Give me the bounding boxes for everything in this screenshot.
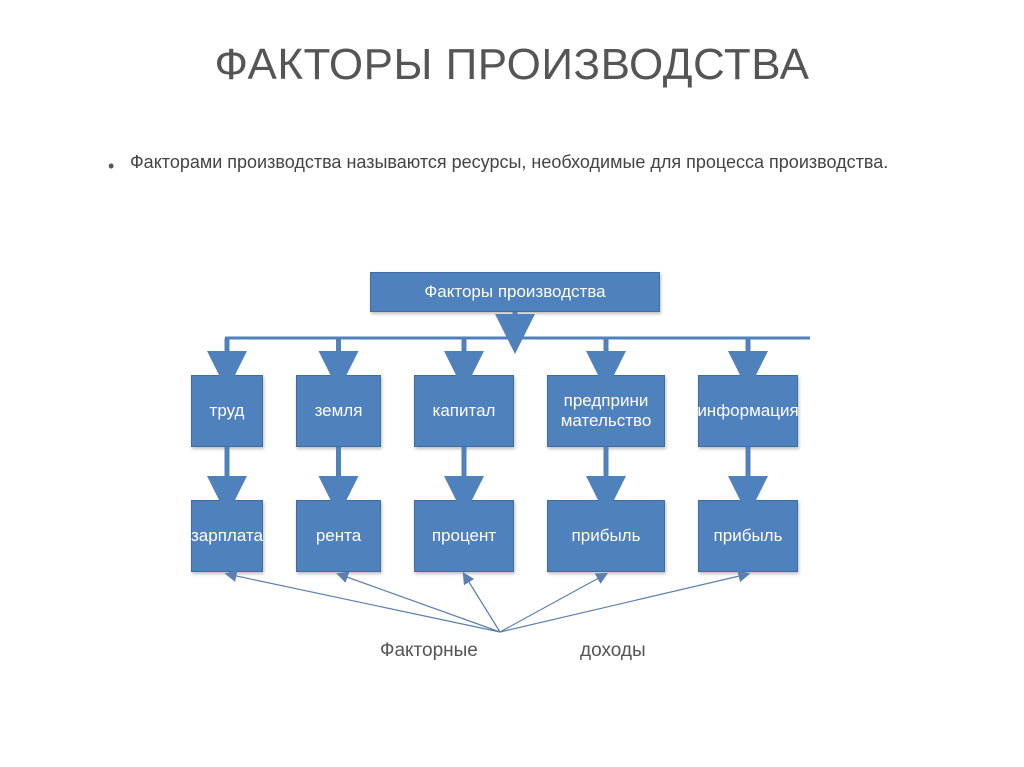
- income-box-profit-1: прибыль: [547, 500, 665, 572]
- factor-box-labor: труд: [191, 375, 263, 447]
- factor-box-land: земля: [296, 375, 381, 447]
- bullet-dot-icon: •: [108, 154, 114, 178]
- bullet-text: • Факторами производства называются ресу…: [130, 150, 890, 174]
- income-box-rent: рента: [296, 500, 381, 572]
- slide-title: ФАКТОРЫ ПРОИЗВОДСТВА: [0, 40, 1024, 90]
- root-box: Факторы производства: [370, 272, 660, 312]
- factor-box-entrepreneurship: предприни мательство: [547, 375, 665, 447]
- footer-label-right: доходы: [580, 640, 646, 662]
- bullet-content: Факторами производства называются ресурс…: [130, 152, 888, 172]
- factor-box-information: информация: [698, 375, 798, 447]
- factor-box-capital: капитал: [414, 375, 514, 447]
- income-box-salary: зарплата: [191, 500, 263, 572]
- footer-label-left: Факторные: [380, 640, 478, 662]
- income-box-profit-2: прибыль: [698, 500, 798, 572]
- slide: ФАКТОРЫ ПРОИЗВОДСТВА • Факторами произво…: [0, 0, 1024, 767]
- income-box-interest: процент: [414, 500, 514, 572]
